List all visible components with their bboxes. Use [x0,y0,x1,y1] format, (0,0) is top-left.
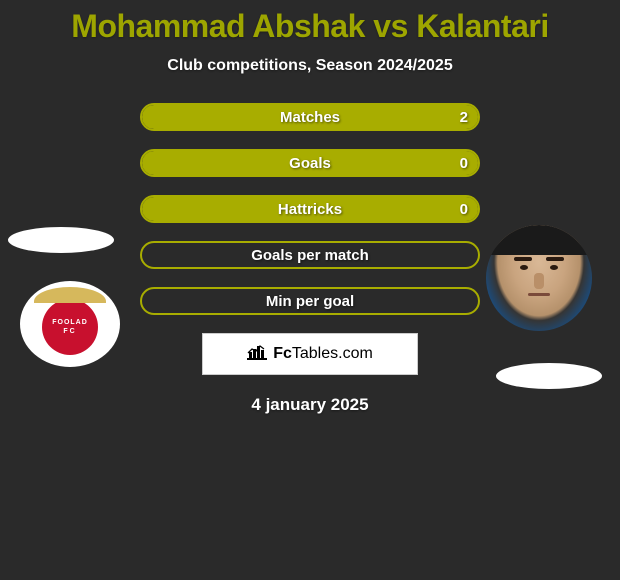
page-title: Mohammad Abshak vs Kalantari [0,8,620,45]
badge-name: FOOLAD [52,319,88,326]
stat-label: Goals per match [251,247,369,264]
player-right-photo [486,225,592,331]
hair-shape [486,225,592,255]
mouth [528,293,550,296]
comparison-card: Mohammad Abshak vs Kalantari Club compet… [0,0,620,415]
brand-suffix: Tables.com [292,345,373,362]
stat-rows: Matches 2 Goals 0 Hattricks 0 Goals per match M… [140,103,480,315]
chart-icon [247,344,267,365]
badge-arch-decoration [34,287,106,303]
stat-value: 0 [460,155,468,172]
stat-value: 2 [460,109,468,126]
badge-circle: FOOLAD FC [42,299,98,355]
stat-row: Matches 2 [140,103,480,131]
brand-box[interactable]: FcTables.com [202,333,418,375]
brand-text: FcTables.com [273,345,373,363]
eyebrow-left [514,257,532,261]
page-subtitle: Club competitions, Season 2024/2025 [0,57,620,75]
stat-row: Min per goal [140,287,480,315]
brand-prefix: Fc [273,345,292,362]
stat-row: Hattricks 0 [140,195,480,223]
stat-row: Goals 0 [140,149,480,177]
stat-label: Goals [289,155,331,172]
eye-right [550,265,558,270]
date-line: 4 january 2025 [0,395,620,415]
club-right-placeholder [496,363,602,389]
stat-label: Hattricks [278,201,342,218]
stat-label: Matches [280,109,340,126]
badge-sub: FC [63,328,76,335]
club-badge-left: FOOLAD FC [20,281,120,367]
eyebrow-right [546,257,564,261]
stats-area: FOOLAD FC Matches2Goals0Hattricks0Goals … [0,103,620,315]
stat-row: Goals per match [140,241,480,269]
stat-label: Min per goal [266,293,354,310]
eyes [486,265,592,270]
eye-left [520,265,528,270]
nose [534,273,544,289]
stat-value: 0 [460,201,468,218]
player-left-placeholder [8,227,114,253]
